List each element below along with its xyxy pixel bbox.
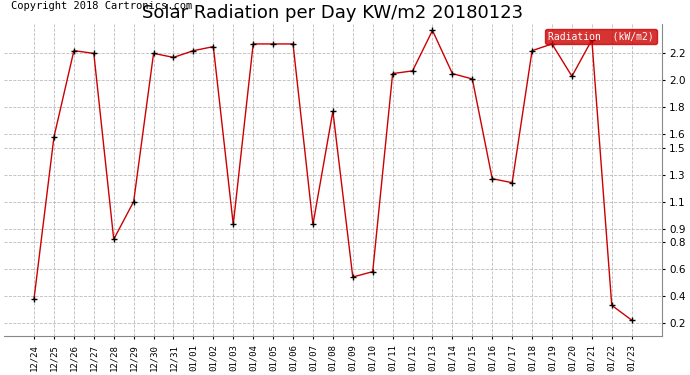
Title: Solar Radiation per Day KW/m2 20180123: Solar Radiation per Day KW/m2 20180123 [142, 4, 524, 22]
Text: Copyright 2018 Cartronics.com: Copyright 2018 Cartronics.com [11, 1, 192, 11]
Legend: Radiation  (kW/m2): Radiation (kW/m2) [545, 28, 657, 44]
